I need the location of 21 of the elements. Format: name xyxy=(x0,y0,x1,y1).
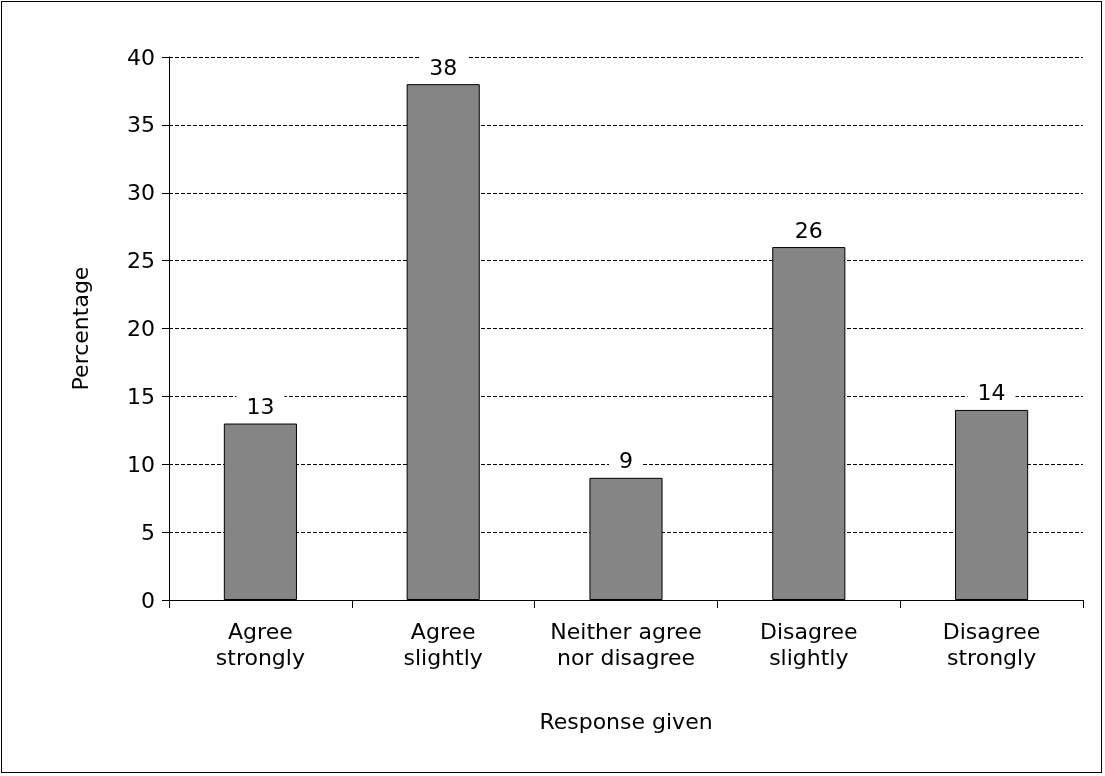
x-tick-label: Disagree slightly xyxy=(760,618,858,670)
y-tick-label: 25 xyxy=(127,248,155,274)
x-tick-label: Disagree strongly xyxy=(942,618,1041,670)
data-label: 13 xyxy=(246,394,275,420)
y-tick-label: 0 xyxy=(141,587,155,613)
x-axis-title: Response given xyxy=(539,708,713,734)
y-tick-label: 40 xyxy=(127,44,155,70)
y-tick-label: 5 xyxy=(141,519,155,545)
y-axis-title: Percentage xyxy=(67,266,93,391)
data-label: 14 xyxy=(977,380,1006,406)
x-tick-label: Agree strongly xyxy=(215,618,305,670)
data-label: 38 xyxy=(429,54,458,80)
y-tick-label: 20 xyxy=(127,316,155,341)
y-tick-label: 10 xyxy=(127,451,155,477)
y-tick-label: 35 xyxy=(127,112,155,138)
y-tick-label: 15 xyxy=(127,383,155,409)
x-tick-label: Neither agree nor disagree xyxy=(550,618,702,670)
y-tick-label: 30 xyxy=(127,180,155,206)
x-tick-label: Agree slightly xyxy=(403,618,483,670)
data-label: 26 xyxy=(794,217,823,243)
data-label: 9 xyxy=(619,448,633,474)
